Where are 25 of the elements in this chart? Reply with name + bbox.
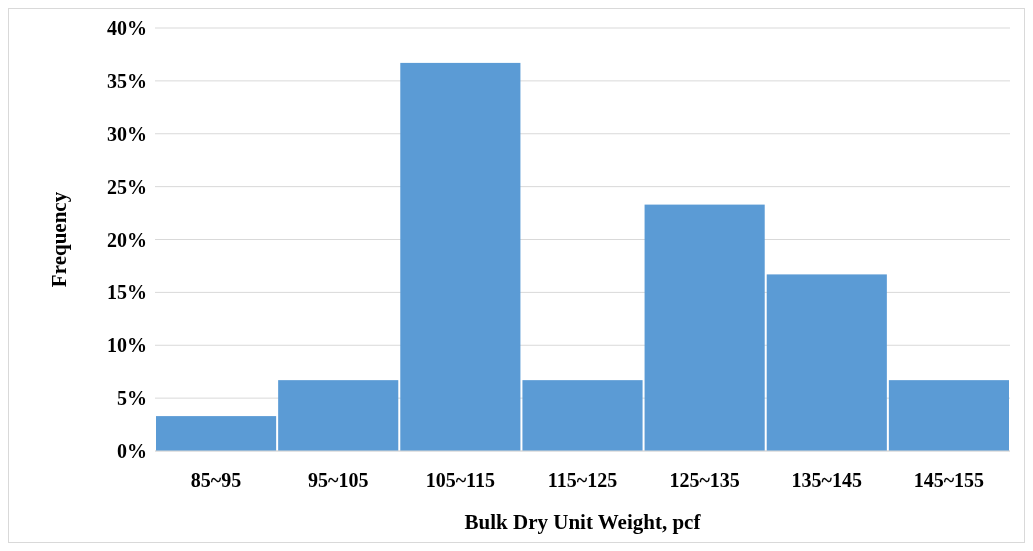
x-tick-label: 115~125 xyxy=(547,469,618,491)
y-tick-label: 30% xyxy=(107,122,147,145)
x-tick-label: 135~145 xyxy=(791,469,862,491)
x-tick-label: 85~95 xyxy=(190,469,242,491)
x-tick-label: 125~135 xyxy=(669,469,740,491)
x-axis-title: Bulk Dry Unit Weight, pcf xyxy=(464,510,702,534)
y-axis-title: Frequency xyxy=(47,191,71,288)
bar xyxy=(278,380,399,451)
bar xyxy=(888,380,1009,451)
x-tick-label: 95~105 xyxy=(308,469,369,491)
bar xyxy=(522,380,643,451)
y-tick-label: 40% xyxy=(107,17,147,39)
y-tick-label: 0% xyxy=(117,440,147,462)
y-tick-label: 25% xyxy=(107,175,147,198)
x-tick-label: 105~115 xyxy=(425,469,496,491)
y-tick-label: 10% xyxy=(107,334,147,357)
bar xyxy=(400,62,521,451)
x-tick-label: 145~155 xyxy=(913,469,985,491)
bar xyxy=(766,274,887,451)
y-tick-label: 35% xyxy=(107,69,147,92)
bar xyxy=(156,416,277,451)
y-tick-label: 20% xyxy=(107,228,147,251)
y-tick-label: 15% xyxy=(107,281,147,304)
y-tick-label: 5% xyxy=(117,387,147,410)
bar xyxy=(644,204,765,451)
